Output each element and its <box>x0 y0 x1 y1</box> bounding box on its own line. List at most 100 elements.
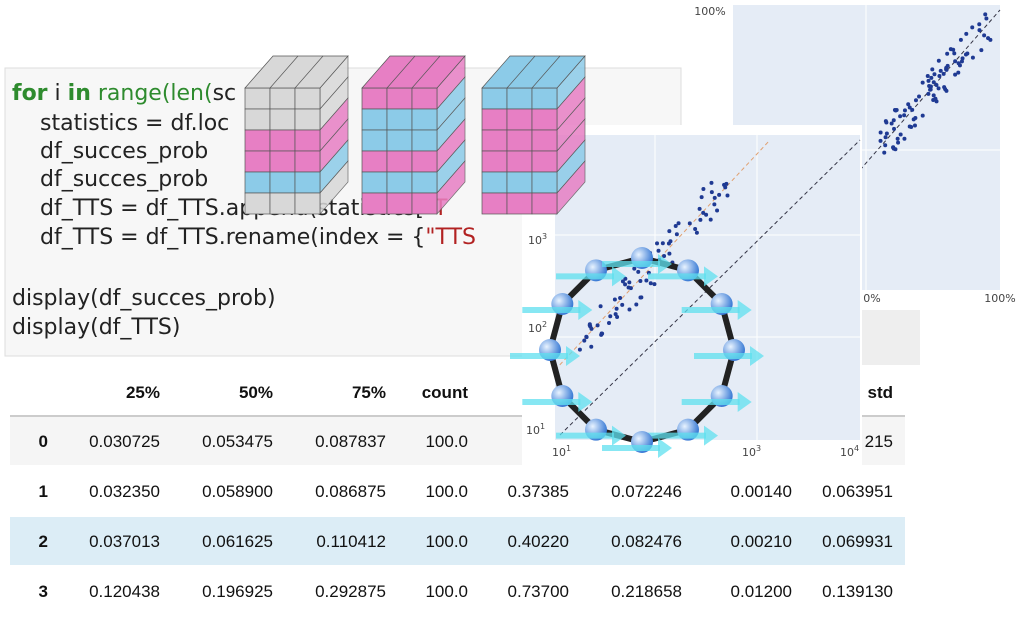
code-token: range( <box>91 81 171 106</box>
slab-cell <box>481 150 508 173</box>
column-header: 75% <box>352 383 386 402</box>
dot <box>667 229 672 234</box>
dot <box>913 98 918 103</box>
code-line: display(df_TTS) <box>12 315 180 340</box>
x-tick-label: 104 <box>840 444 859 459</box>
top-seam <box>269 55 299 89</box>
dot <box>938 68 943 73</box>
code-block: for i in range(len(sc statistics = df.loc… <box>12 81 476 340</box>
dot <box>883 135 888 140</box>
slab-cell <box>294 150 321 173</box>
slab-cell <box>244 192 271 215</box>
slab-cell <box>506 87 533 110</box>
dot <box>589 326 594 331</box>
cell: 0.063951 <box>822 482 893 501</box>
dot <box>936 58 941 63</box>
slab-cell <box>481 171 508 194</box>
column-header: 50% <box>239 383 273 402</box>
y-tick-label: 102 <box>528 320 547 335</box>
dot <box>927 84 932 89</box>
dot <box>584 334 589 339</box>
dot <box>892 107 897 112</box>
dot <box>963 52 968 57</box>
slab-cell <box>269 129 296 152</box>
cube-stacks <box>244 55 586 215</box>
slab-cell <box>531 108 558 131</box>
code-token: sc <box>213 81 237 106</box>
slab-cell <box>506 129 533 152</box>
dot <box>941 71 946 76</box>
dot <box>613 312 618 317</box>
dot <box>623 276 628 281</box>
arrow-head <box>737 392 752 412</box>
dot <box>970 55 975 60</box>
code-token: df_succes_prob <box>40 167 208 192</box>
top-seam <box>386 55 416 89</box>
slab-cell <box>244 87 271 110</box>
dot <box>953 72 958 77</box>
arrow-head <box>612 266 626 287</box>
cell: 0.058900 <box>202 482 273 501</box>
code-token: "TTS <box>425 225 476 250</box>
slab-cell <box>411 171 438 194</box>
dot <box>699 195 704 200</box>
row-index: 0 <box>39 432 48 451</box>
dot <box>953 59 958 64</box>
dot <box>612 297 617 302</box>
slab-cell <box>531 150 558 173</box>
code-token: df_TTS = df_TTS.append(statistics[ <box>40 196 424 221</box>
dot <box>945 51 950 56</box>
dot <box>891 145 896 150</box>
dot <box>717 192 722 197</box>
dot <box>882 150 887 155</box>
slab-cell <box>361 108 388 131</box>
x-tick-label: 103 <box>742 444 761 459</box>
code-line: statistics = df.loc <box>40 111 229 136</box>
slab-cell <box>386 192 413 215</box>
dot <box>945 63 950 68</box>
slab-cell <box>269 171 296 194</box>
cell: 0.037013 <box>89 532 160 551</box>
dot <box>623 282 628 287</box>
slab-cell <box>294 87 321 110</box>
dot <box>608 314 613 319</box>
arrow-head <box>658 438 672 458</box>
slab-cell <box>506 150 533 173</box>
dot <box>644 278 649 283</box>
y-tick-label: 103 <box>528 232 547 247</box>
dot <box>930 67 935 72</box>
dot <box>698 217 703 222</box>
dot <box>693 226 698 231</box>
top-seam <box>411 55 441 89</box>
cell: 100.0 <box>425 482 468 501</box>
slab-cell <box>361 192 388 215</box>
dot <box>577 347 582 352</box>
dot <box>598 304 603 309</box>
column-header: count <box>422 383 469 402</box>
arrow-head <box>578 392 593 412</box>
slab-cell <box>269 192 296 215</box>
code-line: df_succes_prob <box>40 167 208 192</box>
slab-cell <box>506 171 533 194</box>
dot <box>687 221 692 226</box>
slab-cell <box>481 129 508 152</box>
slab-cell <box>531 129 558 152</box>
arrow-head <box>612 425 626 446</box>
dot <box>709 190 714 195</box>
slab-cell <box>361 129 388 152</box>
dot <box>582 338 587 343</box>
dot <box>883 143 888 148</box>
ring-diagram <box>510 247 764 458</box>
x-tick-label: 100% <box>984 292 1015 305</box>
dot <box>898 114 903 119</box>
tick-base: 10 <box>552 446 566 459</box>
row-index: 2 <box>39 532 48 551</box>
cell: 0.069931 <box>822 532 893 551</box>
dot <box>917 94 922 99</box>
dot <box>660 241 665 246</box>
code-token: df_TTS = df_TTS.rename(index = { <box>40 225 425 250</box>
code-token: df_succes_prob <box>40 139 208 164</box>
dot <box>944 67 949 72</box>
dot <box>920 113 925 118</box>
